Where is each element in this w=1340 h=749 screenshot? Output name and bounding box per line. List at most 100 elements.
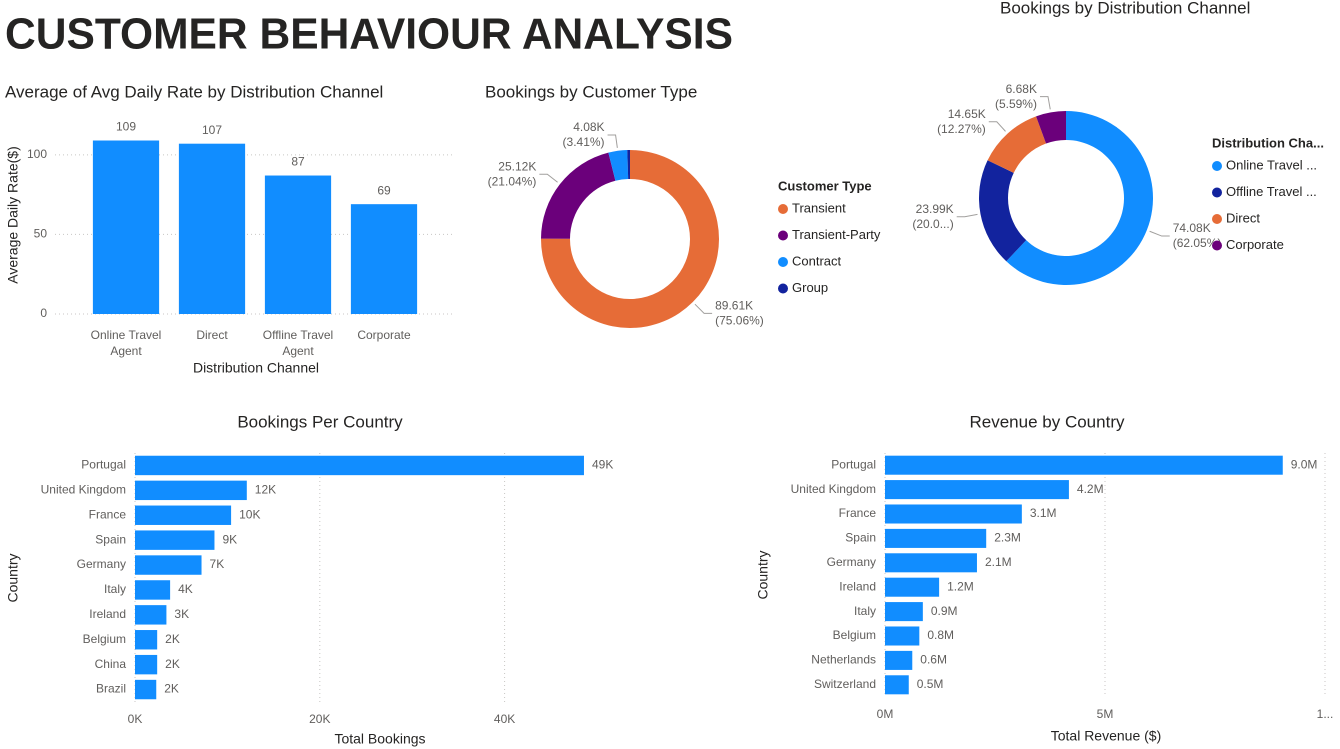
leader-line xyxy=(694,303,713,314)
bar xyxy=(135,630,158,650)
bar xyxy=(135,679,157,700)
data-label: 10K xyxy=(239,507,260,521)
y-tick-label: Brazil xyxy=(96,682,126,696)
legend-title: Distribution Cha... xyxy=(1212,135,1324,150)
y-tick-label: 100 xyxy=(27,147,47,161)
data-label: 4K xyxy=(178,582,193,596)
donut-slice xyxy=(1006,111,1153,285)
data-label: 3.1M xyxy=(1030,506,1057,520)
data-label: 0.9M xyxy=(931,604,958,618)
data-label: 109 xyxy=(116,120,136,134)
data-label: 74.08K xyxy=(1173,221,1211,235)
donut-slice xyxy=(541,152,616,239)
x-tick-label: Corporate xyxy=(357,328,411,342)
bar xyxy=(885,577,940,597)
donut-slice xyxy=(608,150,629,181)
chart-title: Bookings by Customer Type xyxy=(485,82,697,101)
bar xyxy=(885,553,977,573)
y-tick-label: Portugal xyxy=(81,458,126,472)
donut-slice xyxy=(541,150,720,328)
bar xyxy=(135,455,584,476)
data-label: 4.08K xyxy=(573,120,604,134)
x-axis-title: Total Revenue ($) xyxy=(1051,728,1162,744)
bar xyxy=(885,602,923,622)
legend-label: Corporate xyxy=(1226,237,1284,252)
leader-line xyxy=(988,121,1006,132)
bar xyxy=(264,175,332,314)
data-label: 49K xyxy=(592,458,613,472)
bar xyxy=(885,528,987,548)
y-tick-label: China xyxy=(95,657,127,671)
bar xyxy=(92,140,160,314)
leader-line xyxy=(539,173,558,183)
y-axis-title: Average Daily Rate($) xyxy=(5,146,21,283)
legend-marker xyxy=(778,283,788,294)
chart-title: Average of Avg Daily Rate by Distributio… xyxy=(5,82,383,101)
bar xyxy=(885,480,1069,500)
chart-title: Bookings Per Country xyxy=(237,412,403,431)
data-label: (21.04%) xyxy=(488,174,537,188)
bar xyxy=(135,555,202,575)
data-label: (5.59%) xyxy=(995,97,1037,111)
data-label: 12K xyxy=(255,483,276,497)
data-label: 9.0M xyxy=(1291,457,1318,471)
y-tick-label: United Kingdom xyxy=(791,482,876,496)
x-tick-label: 20K xyxy=(309,712,330,726)
bar xyxy=(885,455,1283,475)
x-axis-title: Total Bookings xyxy=(334,731,425,747)
bar xyxy=(885,675,909,695)
data-label: 87 xyxy=(291,155,305,169)
x-tick-label: 1... xyxy=(1317,707,1334,721)
data-label: 2K xyxy=(164,682,179,696)
legend-label: Online Travel ... xyxy=(1226,157,1317,172)
leader-line xyxy=(956,213,978,218)
leader-line xyxy=(1149,230,1170,237)
chart-title: Bookings by Distribution Channel xyxy=(1000,0,1250,17)
chart-title: Revenue by Country xyxy=(970,412,1125,431)
x-axis-title: Distribution Channel xyxy=(193,360,319,376)
x-tick-label: 40K xyxy=(494,712,515,726)
bar xyxy=(350,204,418,314)
donut-slice xyxy=(627,150,630,180)
y-tick-label: Italy xyxy=(854,604,876,618)
legend-label: Contract xyxy=(792,253,842,268)
data-label: 107 xyxy=(202,123,222,137)
bar xyxy=(135,530,215,550)
y-tick-label: Switzerland xyxy=(814,677,876,691)
legend-marker xyxy=(778,257,788,267)
y-tick-label: Ireland xyxy=(839,579,876,593)
legend-marker xyxy=(1212,240,1222,251)
donut-slice xyxy=(979,160,1027,262)
legend-marker xyxy=(1212,214,1222,224)
bar xyxy=(135,480,247,501)
data-label: 9K xyxy=(222,532,237,546)
y-tick-label: 0 xyxy=(40,306,47,320)
data-label: 3K xyxy=(174,607,189,621)
y-tick-label: Germany xyxy=(827,555,876,569)
legend-marker xyxy=(1212,187,1222,198)
bar xyxy=(885,650,913,670)
data-label: 4.2M xyxy=(1077,482,1104,496)
data-label: 7K xyxy=(210,557,225,571)
data-label: 14.65K xyxy=(948,107,986,121)
data-label: 89.61K xyxy=(715,299,753,313)
y-tick-label: 50 xyxy=(34,227,48,241)
data-label: 25.12K xyxy=(498,159,536,173)
legend-marker xyxy=(778,204,788,214)
donut-slice xyxy=(1036,111,1066,144)
y-tick-label: Portugal xyxy=(831,457,876,471)
legend-marker xyxy=(778,230,788,241)
legend-label: Transient-Party xyxy=(792,227,881,242)
data-label: 0.5M xyxy=(917,677,944,691)
y-tick-label: Netherlands xyxy=(811,653,876,667)
y-axis-title: Country xyxy=(755,550,771,599)
bar xyxy=(135,505,232,525)
y-tick-label: Spain xyxy=(845,531,876,545)
leader-line xyxy=(607,134,618,148)
data-label: 2.3M xyxy=(994,531,1021,545)
data-label: 2K xyxy=(165,632,180,646)
legend-label: Direct xyxy=(1226,210,1260,225)
bar xyxy=(178,143,246,314)
